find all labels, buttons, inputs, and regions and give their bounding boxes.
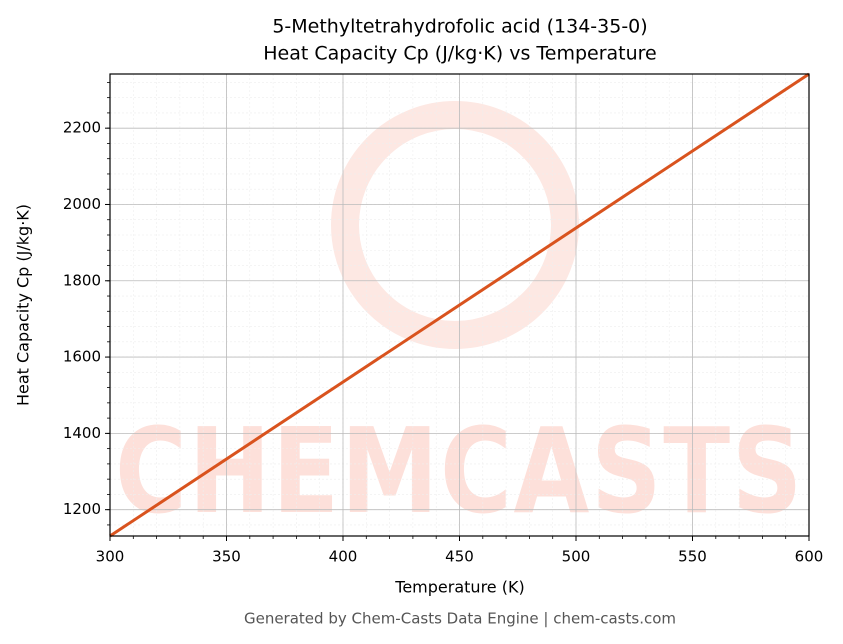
watermark: CHEMCASTS bbox=[115, 402, 804, 540]
x-tick-label: 550 bbox=[678, 548, 707, 566]
chart-title: 5-Methyltetrahydrofolic acid (134-35-0) bbox=[272, 16, 647, 38]
y-tick-label: 2200 bbox=[63, 119, 101, 137]
y-tick-label: 2000 bbox=[63, 195, 101, 213]
y-tick-label: 1600 bbox=[63, 348, 101, 366]
x-axis-label: Temperature (K) bbox=[394, 578, 524, 597]
data-line bbox=[109, 72, 810, 538]
x-tick-label: 600 bbox=[795, 548, 824, 566]
chart-subtitle: Heat Capacity Cp (J/kg·K) vs Temperature bbox=[263, 43, 657, 65]
plot-frame bbox=[109, 73, 810, 537]
x-tick-label: 300 bbox=[96, 548, 125, 566]
footer: Generated by Chem-Casts Data Engine | ch… bbox=[244, 610, 676, 628]
y-axis-label: Heat Capacity Cp (J/kg·K) bbox=[14, 204, 33, 406]
x-tick-label: 350 bbox=[212, 548, 241, 566]
y-tick-label: 1800 bbox=[63, 271, 101, 289]
watermark-logo bbox=[331, 101, 579, 349]
y-tick-label: 1200 bbox=[63, 500, 101, 518]
x-tick-label: 450 bbox=[445, 548, 474, 566]
x-tick-label: 500 bbox=[562, 548, 591, 566]
y-tick-label: 1400 bbox=[63, 424, 101, 442]
x-tick-label: 400 bbox=[329, 548, 358, 566]
